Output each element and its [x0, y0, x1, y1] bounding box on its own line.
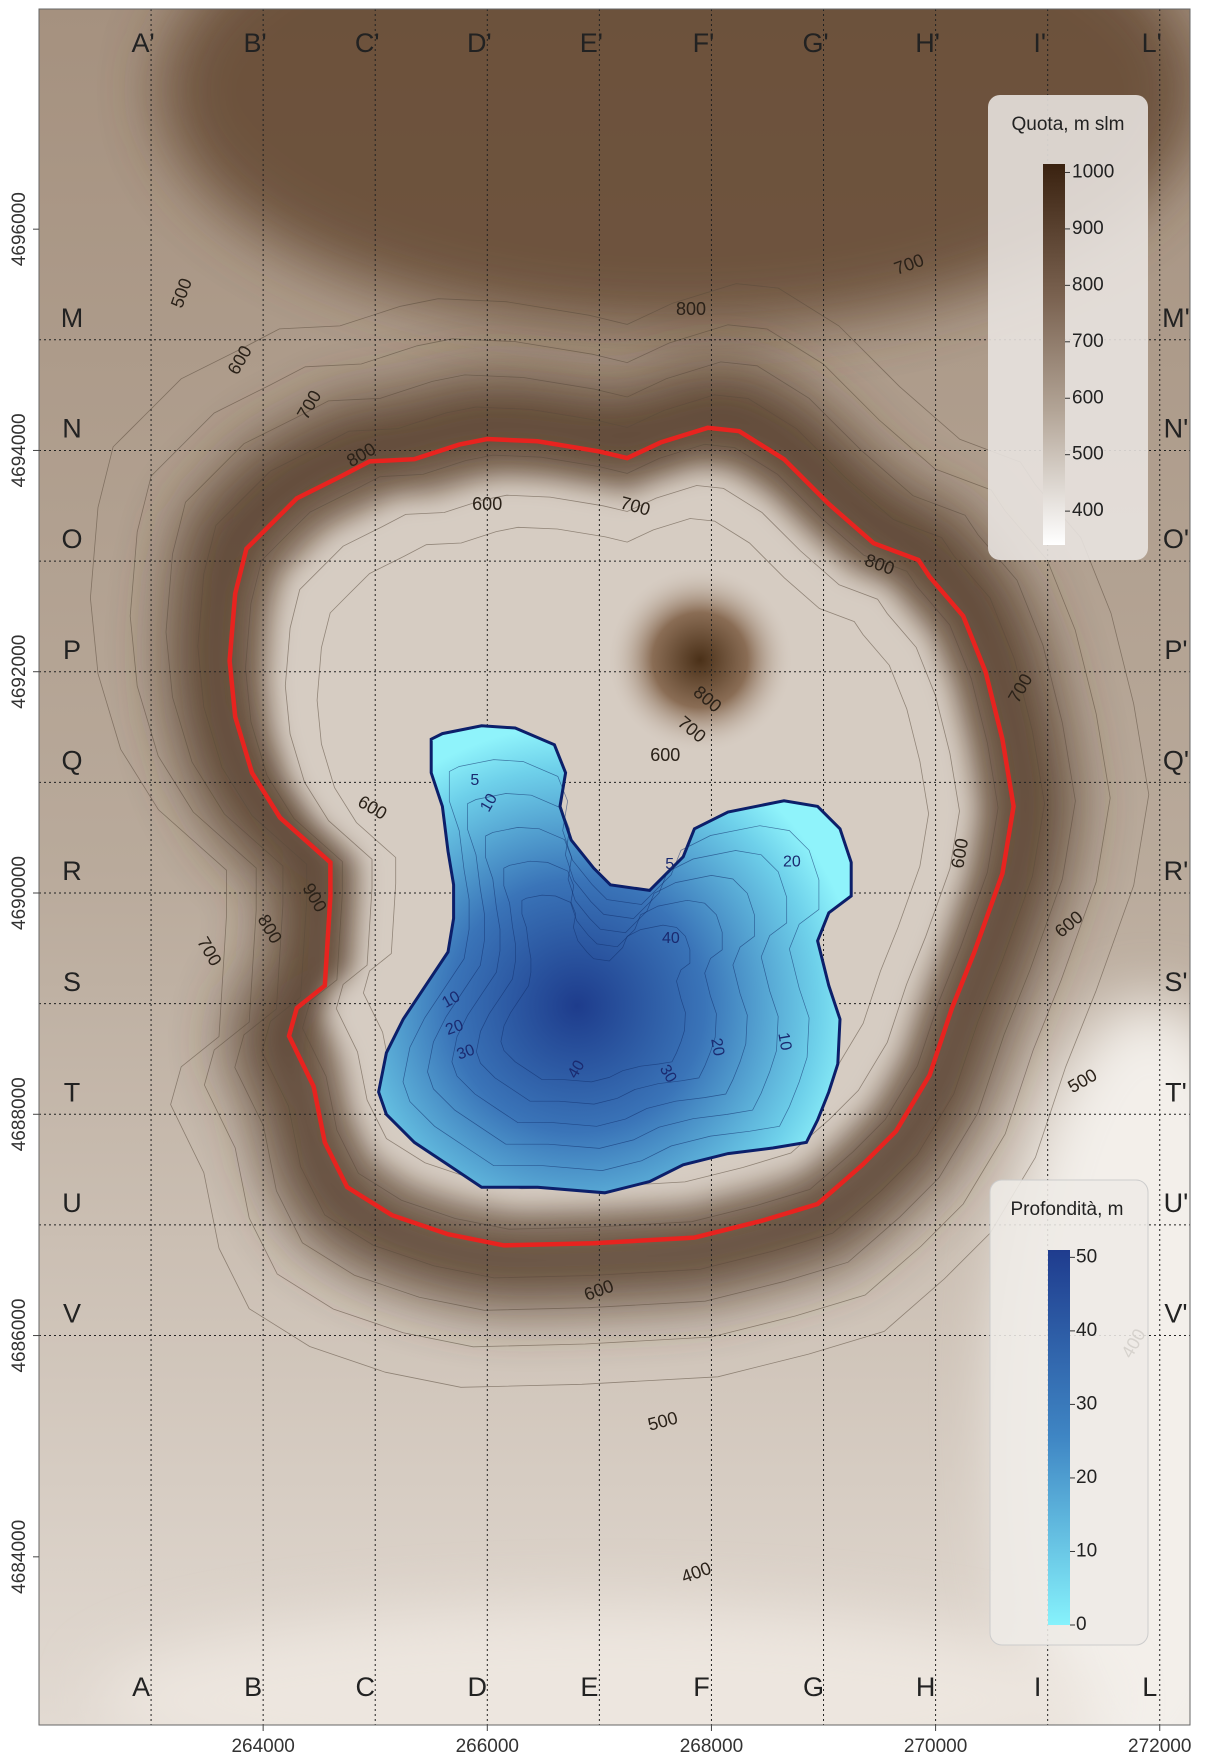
legend-box — [988, 95, 1148, 560]
grid-letter: U' — [1164, 1188, 1189, 1218]
grid-letter: S' — [1164, 967, 1187, 997]
contour-label: 600 — [650, 745, 680, 765]
grid-letter: V — [63, 1299, 81, 1329]
y-tick-label: 4684000 — [9, 1520, 30, 1594]
legend-tick-label: 800 — [1072, 274, 1104, 295]
grid-letter: F — [693, 1672, 710, 1702]
legend-tick-label: 900 — [1072, 218, 1104, 239]
grid-letter: B' — [244, 28, 267, 58]
legend-tick-label: 1000 — [1072, 161, 1114, 182]
depth-label: 20 — [707, 1037, 727, 1058]
grid-letter: L' — [1142, 28, 1162, 58]
grid-letter: R — [62, 856, 82, 886]
grid-letter: U — [62, 1188, 82, 1218]
grid-letter: F' — [693, 28, 715, 58]
grid-letter: N' — [1164, 414, 1189, 444]
depth-label: 40 — [662, 930, 680, 947]
legend-tick-label: 30 — [1076, 1393, 1097, 1414]
grid-letter: A' — [131, 28, 154, 58]
depth-label: 5 — [665, 856, 674, 873]
legend-title: Profondità, m — [1011, 1199, 1124, 1220]
depth-label: 5 — [470, 772, 479, 789]
grid-letter: A — [132, 1672, 150, 1702]
legend-tick-label: 400 — [1072, 500, 1104, 521]
y-tick-label: 4696000 — [9, 192, 30, 266]
grid-letter: M' — [1162, 303, 1190, 333]
grid-letter: V' — [1164, 1299, 1187, 1329]
grid-letter: N — [62, 414, 82, 444]
grid-letter: O' — [1163, 524, 1189, 554]
legend-tick-label: 600 — [1072, 387, 1104, 408]
grid-letter: C — [355, 1672, 375, 1702]
x-tick-label: 266000 — [456, 1736, 519, 1757]
x-tick-label: 264000 — [231, 1736, 294, 1757]
grid-letter: D — [468, 1672, 488, 1702]
grid-letter: H' — [915, 28, 940, 58]
grid-letter: E' — [580, 28, 603, 58]
y-tick-label: 4686000 — [9, 1299, 30, 1373]
grid-letter: G — [803, 1672, 824, 1702]
legend-tick-label: 40 — [1076, 1320, 1097, 1341]
legend-bar — [1043, 164, 1065, 545]
legend-tick-label: 20 — [1076, 1467, 1097, 1488]
grid-letter: H — [916, 1672, 936, 1702]
x-tick-label: 270000 — [904, 1736, 967, 1757]
legend-tick-label: 700 — [1072, 331, 1104, 352]
y-tick-label: 4690000 — [9, 856, 30, 930]
grid-letter: P — [63, 635, 81, 665]
grid-letter: B — [244, 1672, 262, 1702]
grid-letter: D' — [467, 28, 492, 58]
map: A' A B' B C' C D' D E' E F' F G' G H' H I' I L' L M M' N N' O O' P… — [0, 0, 1217, 1762]
contour-label: 600 — [472, 494, 502, 514]
grid-letter: S — [63, 967, 81, 997]
x-tick-label: 268000 — [680, 1736, 743, 1757]
grid-letter: O — [61, 524, 82, 554]
y-tick-label: 4692000 — [9, 635, 30, 709]
legend-tick-label: 0 — [1076, 1614, 1087, 1635]
grid-letter: C' — [355, 28, 380, 58]
grid-letter: E — [580, 1672, 598, 1702]
grid-letter: P' — [1164, 635, 1187, 665]
legend-elevation: Quota, m slm 1000 900 800 700 600 500 400 — [988, 95, 1148, 560]
legend-tick-label: 50 — [1076, 1246, 1097, 1267]
legend-tick-label: 500 — [1072, 444, 1104, 465]
y-tick-label: 4694000 — [9, 413, 30, 487]
grid-letter: R' — [1164, 856, 1189, 886]
grid-letter: Q' — [1163, 745, 1189, 775]
grid-letter: T — [64, 1077, 81, 1107]
depth-label: 10 — [774, 1031, 794, 1052]
x-tick-label: 272000 — [1128, 1736, 1191, 1757]
contour-label: 800 — [676, 299, 706, 319]
grid-letter: T' — [1165, 1077, 1187, 1107]
grid-letter: Q — [61, 745, 82, 775]
grid-letter: I — [1034, 1672, 1042, 1702]
grid-letter: I' — [1033, 28, 1046, 58]
grid-letter: L — [1142, 1672, 1157, 1702]
legend-title: Quota, m slm — [1012, 114, 1125, 135]
legend-bar — [1048, 1250, 1070, 1625]
depth-label: 20 — [783, 854, 801, 871]
grid-letter: M — [61, 303, 84, 333]
legend-depth: Profondità, m 50 40 30 20 10 0 — [990, 1180, 1148, 1645]
y-tick-label: 4688000 — [9, 1077, 30, 1151]
legend-tick-label: 10 — [1076, 1540, 1097, 1561]
grid-letter: G' — [802, 28, 828, 58]
